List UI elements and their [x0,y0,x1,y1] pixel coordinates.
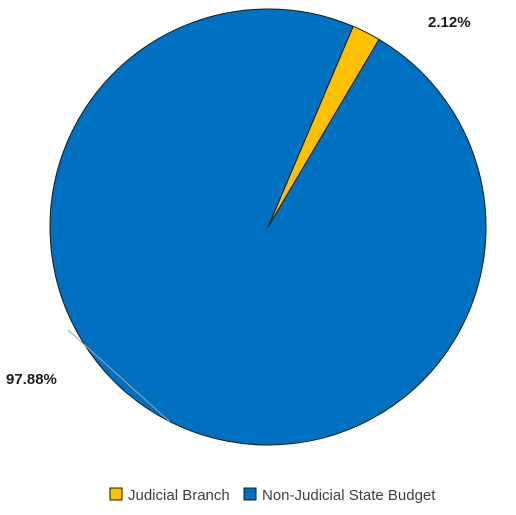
legend-item-non-judicial-state-budget: Non-Judicial State Budget [243,487,436,504]
data-label-non-judicial-state-budget: 97.88% [6,371,57,388]
legend: Judicial Branch Non-Judicial State Budget [109,487,436,504]
legend-label-non-judicial-state-budget: Non-Judicial State Budget [262,487,436,504]
legend-label-judicial-branch: Judicial Branch [128,487,230,504]
leader-line-non-judicial-state-budget [67,329,170,422]
pie-slice-non-judicial-state-budget [49,8,487,446]
pie-slices [49,8,487,446]
data-labels: 2.12% 97.88% [6,14,471,388]
legend-item-judicial-branch: Judicial Branch [109,487,230,504]
legend-swatch-non-judicial-state-budget [243,487,257,501]
leader-lines [67,329,170,422]
legend-swatch-judicial-branch [109,487,123,501]
data-label-judicial-branch: 2.12% [428,14,471,31]
